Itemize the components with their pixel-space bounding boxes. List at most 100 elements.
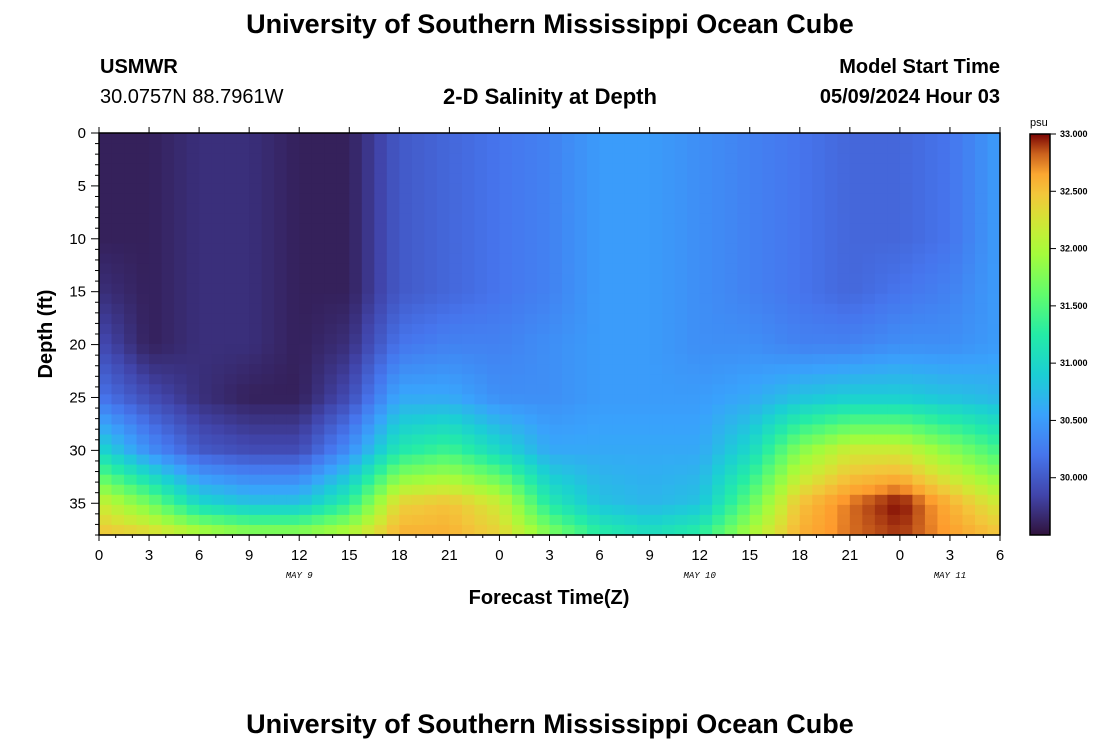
heatmap-cell [386,454,400,466]
heatmap-cell [849,434,863,446]
heatmap-cell [712,374,726,385]
heatmap-cell [299,273,313,285]
heatmap-cell [286,474,300,486]
heatmap-cell [562,253,576,265]
heatmap-cell [974,193,989,204]
heatmap-cell [336,243,350,255]
station-coordinates: 30.0757N 88.7961W [100,86,284,108]
heatmap-cell [436,173,450,184]
heatmap-cell [361,263,375,275]
heatmap-cell [236,143,250,154]
heatmap-cell [937,193,951,204]
heatmap-cell [536,384,551,395]
heatmap-cell [862,173,876,184]
heatmap-cell [361,223,375,235]
heatmap-cell [99,323,113,335]
heatmap-cell [474,213,488,225]
heatmap-cell [737,283,751,295]
heatmap-cell [799,303,813,315]
heatmap-cell [774,494,788,506]
heatmap-cell [286,464,300,476]
heatmap-cell [149,494,163,506]
heatmap-cell [349,323,363,335]
heatmap-cell [712,153,726,164]
heatmap-cell [136,133,150,144]
heatmap-cell [912,323,926,335]
heatmap-cell [224,163,238,174]
heatmap-cell [436,283,450,295]
heatmap-cell [174,384,188,395]
heatmap-cell [236,464,250,476]
heatmap-cell [762,173,776,184]
heatmap-cell [361,424,375,436]
heatmap-cell [774,524,788,536]
heatmap-cell [687,494,701,506]
heatmap-cell [261,424,275,436]
heatmap-cell [299,133,313,144]
heatmap-cell [549,193,563,204]
heatmap-cell [837,374,851,385]
heatmap-cell [687,344,701,355]
heatmap-cell [799,484,813,496]
heatmap-cell [174,273,188,285]
heatmap-cell [249,283,263,295]
heatmap-cell [511,354,526,365]
heatmap-cell [436,263,450,275]
heatmap-cell [949,474,964,486]
heatmap-cell [186,374,200,385]
heatmap-cell [461,143,476,154]
heatmap-cell [211,313,225,325]
heatmap-cell [687,394,701,405]
heatmap-cell [849,213,863,225]
heatmap-cell [712,514,726,526]
heatmap-cell [474,313,488,325]
heatmap-cell [236,213,250,225]
heatmap-cell [199,444,213,456]
heatmap-cell [124,404,138,415]
heatmap-cell [774,334,788,345]
heatmap-cell [924,143,939,154]
heatmap-cell [599,323,613,335]
heatmap-cell [211,143,225,154]
heatmap-cell [336,253,350,265]
heatmap-cell [749,243,763,255]
heatmap-cell [637,414,651,426]
heatmap-cell [186,334,200,345]
heatmap-cell [499,233,513,245]
heatmap-cell [474,394,488,405]
heatmap-cell [874,384,888,395]
heatmap-cell [662,524,676,536]
heatmap-cell [562,273,576,285]
heatmap-cell [837,394,851,405]
heatmap-cell [587,414,601,426]
heatmap-cell [536,263,551,275]
heatmap-cell [299,233,313,245]
heatmap-cell [637,424,651,436]
heatmap-cell [612,434,626,446]
heatmap-cell [261,293,275,305]
heatmap-cell [386,394,400,405]
heatmap-cell [699,474,713,486]
heatmap-cell [874,293,888,305]
heatmap-cell [662,193,676,204]
heatmap-cell [774,344,788,355]
heatmap-cell [862,133,876,144]
heatmap-cell [386,374,400,385]
heatmap-cell [749,464,763,476]
heatmap-cell [762,153,776,164]
heatmap-cell [837,213,851,225]
heatmap-cell [799,394,813,405]
heatmap-cell [349,183,363,194]
heatmap-cell [299,414,313,426]
heatmap-cell [749,233,763,245]
heatmap-cell [712,133,726,144]
heatmap-cell [311,213,325,225]
heatmap-cell [486,253,501,265]
heatmap-cell [687,313,701,325]
heatmap-cell [574,263,588,275]
heatmap-cell [461,133,476,144]
heatmap-cell [324,484,338,496]
heatmap-cell [299,193,313,204]
heatmap-cell [374,474,388,486]
heatmap-cell [511,394,526,405]
